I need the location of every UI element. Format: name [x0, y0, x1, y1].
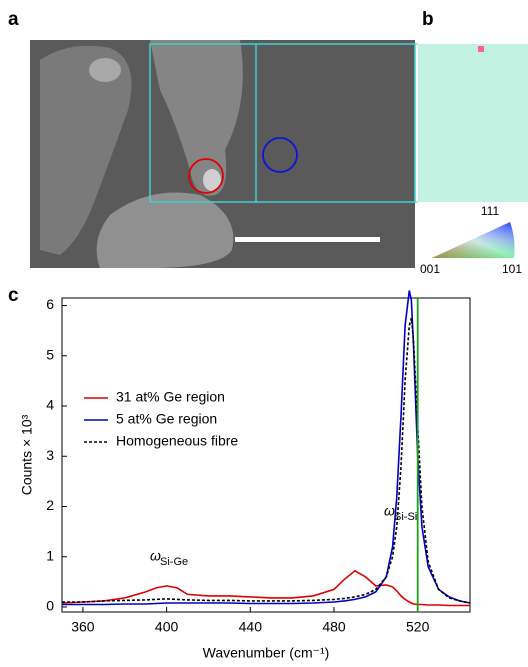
annotation-subscript: Si-Ge	[160, 556, 188, 568]
y-tick-label: 4	[46, 397, 54, 413]
panel-label: b	[422, 9, 434, 30]
ebsd-map	[418, 44, 528, 202]
legend-label: Homogeneous fibre	[116, 433, 238, 449]
y-tick-label: 3	[46, 447, 54, 463]
series-line	[62, 290, 471, 606]
plot-frame	[61, 297, 471, 613]
series-line	[61, 569, 470, 607]
x-axis-label: Wavenumber (cm⁻¹)	[203, 645, 330, 661]
orientation-label: 111	[481, 204, 500, 218]
x-tick-label: 400	[155, 619, 179, 635]
x-tick-label: 520	[406, 619, 430, 635]
y-tick-label: 6	[46, 296, 54, 312]
annotation-symbol: ω	[150, 548, 161, 564]
panel-label: a	[8, 9, 19, 30]
x-tick-label: 360	[71, 619, 95, 635]
y-tick-label: 5	[46, 346, 54, 362]
orientation-label: 001	[420, 262, 440, 276]
y-tick-label: 1	[46, 547, 54, 563]
y-tick-label: 2	[46, 497, 54, 513]
y-tick-label: 0	[46, 598, 54, 614]
orientation-triangle: 111 001 101	[420, 204, 522, 276]
micrograph	[30, 40, 418, 268]
series-line	[62, 317, 471, 604]
annotation-symbol: ω	[384, 503, 395, 519]
legend-label: 31 at% Ge region	[116, 389, 225, 405]
orientation-label: 101	[502, 262, 522, 276]
x-tick-label: 480	[322, 619, 346, 635]
annotation-subscript: Si-Si	[394, 511, 417, 523]
x-tick-label: 440	[239, 619, 263, 635]
panel-label: c	[8, 285, 19, 306]
legend-label: 5 at% Ge region	[116, 411, 217, 427]
y-axis-label: Counts × 10³	[19, 414, 35, 495]
